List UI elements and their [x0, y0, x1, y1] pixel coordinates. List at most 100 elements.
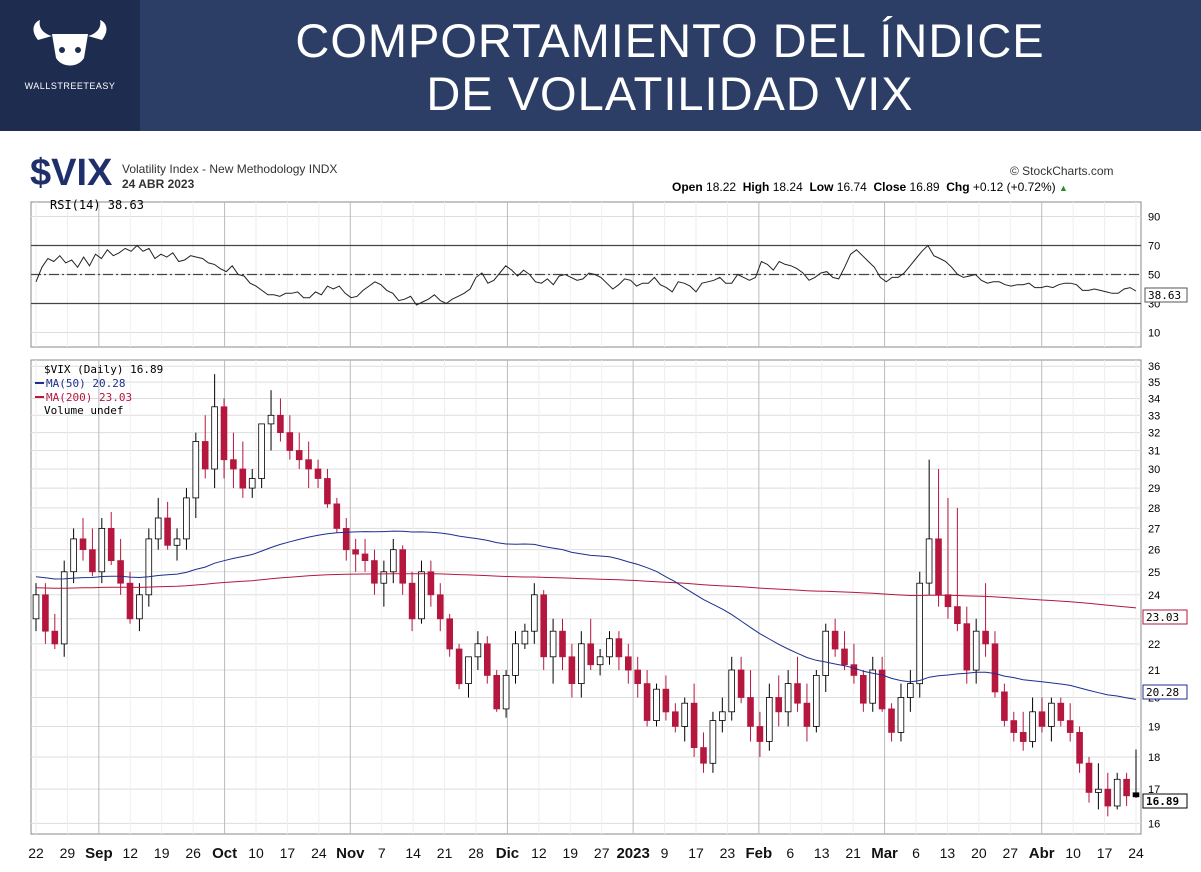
ma200-last-box: [1142, 609, 1188, 625]
open-value: 18.22: [706, 180, 737, 194]
price-tick-label: 36: [1148, 361, 1160, 373]
candle-body: [737, 669, 745, 698]
candle-body: [991, 643, 999, 693]
price-tick-label: 29: [1148, 483, 1160, 495]
candle-body: [164, 517, 171, 546]
rsi-line: [35, 244, 1137, 306]
ma50-line: [35, 530, 1137, 700]
legend-vix: $VIX (Daily) 16.89: [44, 363, 163, 376]
x-tick-label: 12: [531, 845, 547, 861]
x-tick-label: Feb: [746, 845, 773, 862]
x-tick-label: Mar: [871, 845, 898, 862]
candle-body: [1095, 788, 1102, 793]
low-value: 16.74: [836, 180, 867, 194]
candle-body: [154, 517, 162, 540]
candle-body: [831, 630, 839, 650]
candle-body: [1076, 732, 1083, 764]
candle-body: [89, 549, 96, 573]
price-tick-label: 25: [1148, 567, 1160, 579]
candle-body: [521, 630, 529, 645]
candle-body: [869, 669, 876, 704]
candle-body: [794, 683, 801, 704]
candle-body: [559, 630, 566, 658]
up-arrow-icon: ▲: [1058, 183, 1068, 193]
candle-body: [596, 656, 604, 666]
ma50-last-label: 20.28: [1146, 686, 1179, 699]
candle-body: [916, 582, 923, 685]
price-legend: $VIX (Daily) 16.89 MA(50) 20.28 MA(200) …: [35, 363, 163, 417]
candle-body: [1029, 711, 1036, 742]
x-tick-label: 10: [248, 845, 264, 861]
close-value: 16.89: [909, 180, 940, 194]
candle-body: [483, 643, 491, 676]
high-label: High: [742, 180, 770, 194]
ma200-last-label: 23.03: [1146, 611, 1179, 624]
candle-body: [361, 553, 369, 561]
price-tick-label: 28: [1148, 503, 1160, 515]
candle-body: [399, 549, 406, 584]
chg-label: Chg: [946, 180, 970, 194]
price-tick-label: 34: [1148, 393, 1160, 405]
rsi-reference-lines: [31, 244, 1141, 305]
price-tick-label: 30: [1148, 464, 1160, 476]
candle-body: [963, 623, 971, 671]
candle-body: [173, 538, 181, 546]
candle-body: [1038, 711, 1046, 727]
candle-body: [408, 582, 416, 620]
candle-body: [803, 702, 811, 727]
candle-body: [502, 674, 510, 710]
candle-body: [1132, 792, 1140, 798]
candle-body: [719, 711, 726, 721]
candle-body: [925, 538, 933, 584]
candle-body: [1048, 702, 1055, 727]
candle-body: [625, 656, 632, 671]
x-tick-label: 27: [1002, 845, 1018, 861]
candle-body: [267, 414, 275, 425]
price-tick-label: 33: [1148, 410, 1160, 422]
candle-body: [662, 688, 670, 713]
candle-body: [389, 549, 397, 573]
candle-body: [342, 527, 350, 551]
candle-body: [183, 497, 190, 540]
title-line-1: COMPORTAMIENTO DEL ÍNDICE: [295, 14, 1045, 67]
open-label: Open: [672, 180, 703, 194]
candles: [32, 374, 1140, 817]
candle-body: [51, 630, 59, 645]
candle-body: [201, 441, 209, 470]
rsi-title: RSI(14) 38.63: [50, 198, 144, 212]
x-ticks: 22 29 Sep 12 19 26 Oct 10 17 24 Nov 7 14 21 28 Dic 12 19 2…: [28, 845, 1144, 862]
candle-body: [117, 560, 124, 584]
candle-body: [70, 538, 77, 573]
candle-body: [333, 503, 341, 529]
candle-body: [192, 441, 200, 499]
candle-body: [258, 423, 265, 479]
price-tick-label: 35: [1148, 377, 1160, 389]
candle-body: [230, 459, 237, 470]
candle-body: [954, 606, 961, 625]
candle-body: [436, 594, 444, 620]
chart-date: 24 ABR 2023: [122, 177, 195, 191]
candle-body: [935, 538, 942, 596]
x-tick-label: 29: [60, 845, 76, 861]
candle-body: [1010, 720, 1018, 733]
brand-name: WALLSTREETEASY: [24, 81, 116, 91]
candle-body: [474, 643, 482, 658]
price-tick-label: 22: [1148, 639, 1160, 651]
candle-body: [465, 656, 472, 684]
chg-value: +0.12 (+0.72%): [972, 180, 1056, 194]
candle-body: [606, 638, 613, 658]
candle-body: [42, 594, 49, 632]
candle-body: [578, 643, 585, 684]
x-tick-label: Nov: [336, 845, 365, 862]
x-tick-label: 7: [378, 845, 386, 861]
rsi-last-label: 38.63: [1148, 289, 1181, 302]
candle-body: [907, 683, 914, 698]
candle-body: [512, 643, 519, 676]
candle-body: [615, 638, 623, 658]
candle-body: [455, 648, 463, 685]
candle-body: [371, 560, 378, 584]
x-tick-label: 17: [280, 845, 296, 861]
ohlc-readout: Open 18.22 High 18.24 Low 16.74 Close 16…: [672, 180, 1068, 194]
